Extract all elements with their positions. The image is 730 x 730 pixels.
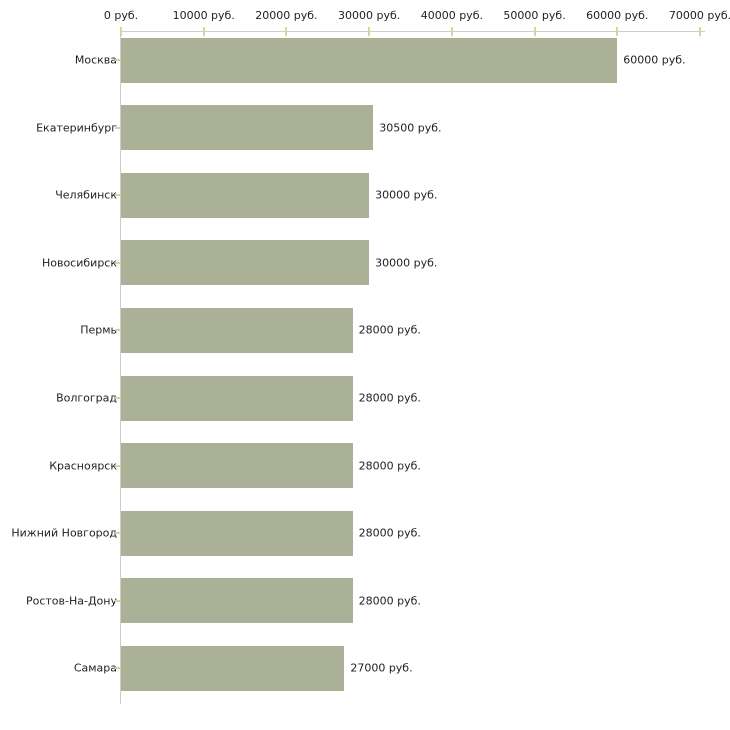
value-label: 28000 руб.	[358, 594, 421, 608]
category-label: Челябинск	[55, 188, 117, 202]
y-tick-mark	[115, 194, 120, 197]
x-axis-line	[121, 31, 705, 32]
x-tick-label: 30000 руб.	[338, 9, 401, 22]
x-tick-mark	[699, 27, 701, 36]
x-tick-mark	[285, 27, 288, 36]
y-axis-line	[120, 31, 121, 704]
value-label: 60000 руб.	[623, 53, 686, 67]
bar	[121, 37, 618, 83]
bar	[121, 172, 370, 218]
category-label: Новосибирск	[41, 256, 117, 270]
category-label: Нижний Новгород	[11, 526, 117, 540]
category-label: Пермь	[80, 323, 117, 337]
value-label: 30000 руб.	[375, 188, 438, 202]
x-tick-mark	[616, 27, 619, 36]
value-label: 28000 руб.	[358, 391, 421, 405]
y-tick-mark	[115, 329, 120, 332]
bar	[121, 240, 370, 286]
x-tick-mark	[120, 27, 122, 36]
bar	[121, 510, 353, 556]
y-tick-mark	[115, 599, 120, 602]
y-tick-mark	[115, 397, 120, 399]
x-tick-label: 20000 руб.	[255, 9, 318, 22]
category-label: Ростов-На-Дону	[25, 594, 117, 608]
x-tick-mark	[368, 27, 371, 36]
x-tick-label: 60000 руб.	[586, 9, 649, 22]
category-label: Москва	[74, 53, 117, 67]
x-tick-label: 0 руб.	[103, 9, 139, 22]
x-tick-label: 70000 руб.	[668, 9, 730, 22]
y-tick-mark	[115, 667, 120, 670]
y-tick-mark	[115, 464, 120, 467]
x-tick-label: 50000 руб.	[503, 9, 566, 22]
value-label: 27000 руб.	[350, 661, 413, 675]
value-label: 28000 руб.	[358, 459, 421, 473]
bar	[121, 307, 353, 353]
value-label: 30000 руб.	[375, 256, 438, 270]
x-tick-label: 40000 руб.	[420, 9, 483, 22]
x-tick-mark	[450, 27, 453, 36]
bar	[121, 578, 353, 624]
y-tick-mark	[115, 59, 120, 61]
x-tick-mark	[533, 27, 536, 36]
value-label: 30500 руб.	[379, 121, 442, 135]
category-label: Екатеринбург	[36, 121, 117, 135]
bar	[121, 645, 345, 691]
category-label: Красноярск	[49, 459, 117, 473]
bar	[121, 375, 353, 421]
y-tick-mark	[115, 261, 120, 264]
value-label: 28000 руб.	[358, 526, 421, 540]
y-tick-mark	[115, 126, 120, 129]
category-label: Волгоград	[56, 391, 117, 405]
y-tick-mark	[115, 532, 120, 535]
value-label: 28000 руб.	[358, 323, 421, 337]
bar	[121, 105, 374, 151]
bar	[121, 443, 353, 489]
category-label: Самара	[73, 661, 117, 675]
x-tick-mark	[202, 27, 205, 36]
x-tick-label: 10000 руб.	[172, 9, 235, 22]
